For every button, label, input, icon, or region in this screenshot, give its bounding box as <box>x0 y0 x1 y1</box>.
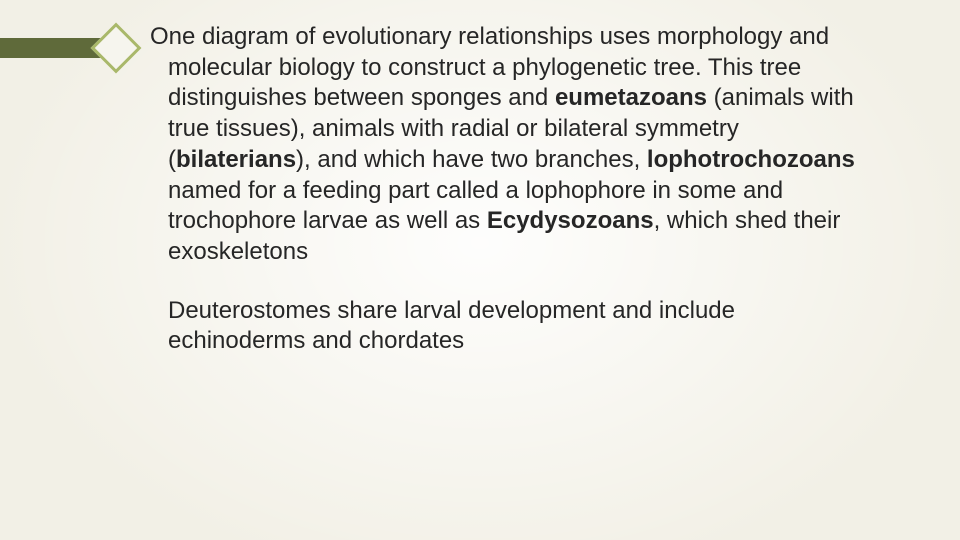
marker-diamond-icon <box>91 23 142 74</box>
bold-run: Ecydysozoans <box>487 207 654 234</box>
bold-run: lophotrochozoans <box>647 146 855 173</box>
bold-run: eumetazoans <box>555 84 707 111</box>
paragraph-1: One diagram of evolutionary relationship… <box>150 22 870 268</box>
bullet-marker <box>0 30 140 66</box>
text-run: Deuterostomes share larval development a… <box>168 297 735 355</box>
slide: One diagram of evolutionary relationship… <box>0 0 960 540</box>
text-run: ), and which have two branches, <box>296 146 647 173</box>
paragraph-2: Deuterostomes share larval development a… <box>150 296 870 357</box>
bold-run: bilaterians <box>176 146 296 173</box>
slide-text: One diagram of evolutionary relationship… <box>150 22 870 357</box>
